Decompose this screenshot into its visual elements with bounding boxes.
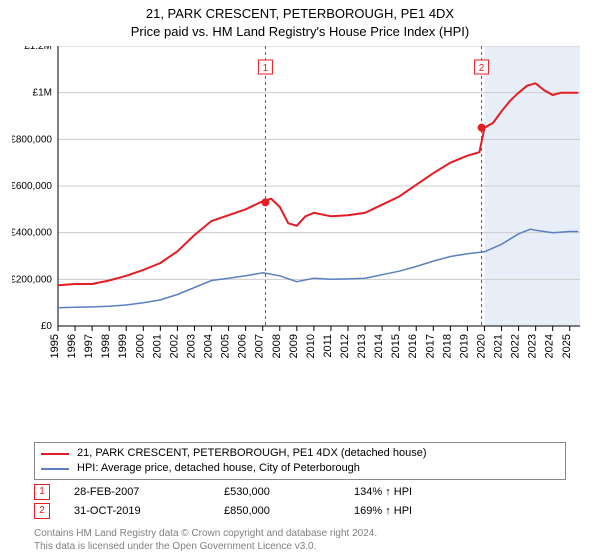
- event-date: 28-FEB-2007: [74, 486, 224, 498]
- svg-text:2003: 2003: [185, 334, 197, 358]
- chart-title-address: 21, PARK CRESCENT, PETERBOROUGH, PE1 4DX: [0, 6, 600, 21]
- svg-text:2023: 2023: [527, 334, 539, 358]
- svg-text:2020: 2020: [475, 334, 487, 358]
- svg-text:£200,000: £200,000: [12, 274, 52, 285]
- legend-box: 21, PARK CRESCENT, PETERBOROUGH, PE1 4DX…: [34, 442, 566, 480]
- event-hpi: 134% ↑ HPI: [354, 486, 474, 498]
- svg-text:£400,000: £400,000: [12, 228, 52, 239]
- chart-area: £0 £200,000 £400,000 £600,000 £800,000 £1M £1.…: [12, 46, 588, 396]
- svg-text:£1.2M: £1.2M: [24, 46, 52, 52]
- svg-text:2009: 2009: [288, 334, 300, 358]
- event-rows: 1 28-FEB-2007 £530,000 134% ↑ HPI 2 31-O…: [34, 482, 566, 520]
- svg-text:2014: 2014: [373, 334, 385, 358]
- svg-text:2001: 2001: [151, 334, 163, 358]
- svg-text:2024: 2024: [544, 334, 556, 358]
- svg-text:2005: 2005: [220, 334, 232, 358]
- svg-text:2002: 2002: [168, 334, 180, 358]
- event-date: 31-OCT-2019: [74, 505, 224, 517]
- event-marker-box: 2: [34, 503, 50, 519]
- svg-text:2013: 2013: [356, 334, 368, 358]
- legend-label: 21, PARK CRESCENT, PETERBOROUGH, PE1 4DX…: [77, 446, 426, 461]
- svg-text:2007: 2007: [254, 334, 266, 358]
- svg-text:2004: 2004: [203, 334, 215, 358]
- event-price: £530,000: [224, 486, 354, 498]
- event-price: £850,000: [224, 505, 354, 517]
- svg-text:1998: 1998: [100, 334, 112, 358]
- svg-text:2010: 2010: [305, 334, 317, 358]
- svg-text:£800,000: £800,000: [12, 134, 52, 145]
- legend-swatch: [41, 453, 69, 455]
- chart-subtitle: Price paid vs. HM Land Registry's House …: [0, 24, 600, 39]
- svg-text:1: 1: [263, 63, 269, 74]
- footer-copyright-2: This data is licensed under the Open Gov…: [34, 541, 594, 552]
- line-chart-svg: £0 £200,000 £400,000 £600,000 £800,000 £1M £1.…: [12, 46, 588, 396]
- svg-text:2017: 2017: [424, 334, 436, 358]
- svg-text:1995: 1995: [49, 334, 61, 358]
- svg-text:1996: 1996: [66, 334, 78, 358]
- legend-row: HPI: Average price, detached house, City…: [41, 461, 559, 476]
- event-marker-box: 1: [34, 484, 50, 500]
- chart-container: 21, PARK CRESCENT, PETERBOROUGH, PE1 4DX…: [0, 0, 600, 560]
- legend-label: HPI: Average price, detached house, City…: [77, 461, 360, 476]
- svg-text:2012: 2012: [339, 334, 351, 358]
- svg-text:2: 2: [479, 63, 485, 74]
- footer-copyright-1: Contains HM Land Registry data © Crown c…: [34, 528, 594, 539]
- legend-row: 21, PARK CRESCENT, PETERBOROUGH, PE1 4DX…: [41, 446, 559, 461]
- svg-text:2016: 2016: [407, 334, 419, 358]
- svg-text:2015: 2015: [390, 334, 402, 358]
- svg-text:£1M: £1M: [33, 88, 52, 99]
- svg-text:2000: 2000: [134, 334, 146, 358]
- svg-text:£600,000: £600,000: [12, 181, 52, 192]
- legend-swatch: [41, 468, 69, 470]
- svg-text:1997: 1997: [83, 334, 95, 358]
- svg-text:2022: 2022: [510, 334, 522, 358]
- svg-text:£0: £0: [41, 321, 53, 332]
- event-row: 2 31-OCT-2019 £850,000 169% ↑ HPI: [34, 501, 566, 520]
- svg-text:2025: 2025: [561, 334, 573, 358]
- svg-text:2018: 2018: [441, 334, 453, 358]
- svg-text:1999: 1999: [117, 334, 129, 358]
- svg-text:2006: 2006: [237, 334, 249, 358]
- event-hpi: 169% ↑ HPI: [354, 505, 474, 517]
- svg-text:2019: 2019: [458, 334, 470, 358]
- event-row: 1 28-FEB-2007 £530,000 134% ↑ HPI: [34, 482, 566, 501]
- svg-text:2008: 2008: [271, 334, 283, 358]
- svg-text:2021: 2021: [493, 334, 505, 358]
- svg-text:2011: 2011: [322, 334, 334, 358]
